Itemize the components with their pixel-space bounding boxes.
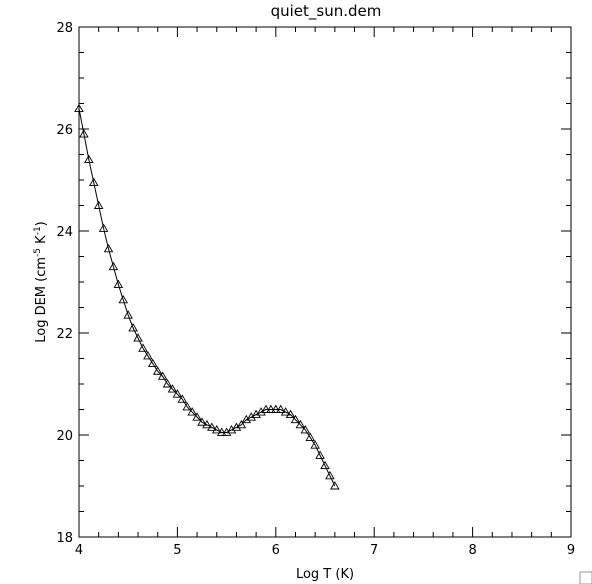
data-point-marker (325, 470, 335, 480)
data-point-marker (305, 432, 316, 441)
data-point-marker (207, 422, 217, 431)
data-point-marker (320, 460, 330, 470)
y-axis-label-exp2: -1 (33, 226, 43, 235)
data-point-marker (300, 424, 311, 434)
data-point-marker (241, 414, 252, 424)
y-axis-label-prefix: Log DEM (cm (34, 257, 49, 343)
data-point-marker (103, 243, 114, 253)
data-point-marker (162, 379, 173, 388)
series-markers (74, 103, 340, 490)
corner-box (579, 571, 592, 584)
data-point-marker (187, 407, 197, 416)
data-point-marker (197, 417, 207, 426)
data-point-marker (113, 279, 124, 288)
x-axis-label: Log T (K) (296, 567, 354, 582)
x-tick-label: 5 (173, 543, 181, 558)
data-point-marker (133, 333, 143, 342)
data-point-marker (226, 424, 237, 434)
data-point-marker (251, 409, 261, 419)
data-point-marker (330, 481, 340, 490)
data-point-marker (182, 402, 193, 411)
y-tick-label: 18 (56, 531, 73, 546)
x-tick-label: 7 (370, 543, 378, 558)
data-point-marker (290, 414, 301, 424)
data-point-marker (221, 427, 232, 436)
data-point-marker (271, 404, 281, 413)
y-tick-label: 26 (56, 123, 73, 138)
x-tick-label: 6 (272, 543, 280, 558)
data-point-marker (79, 129, 89, 138)
data-point-marker (315, 450, 325, 459)
y-tick-label: 20 (56, 429, 73, 444)
y-tick-label: 24 (56, 225, 73, 240)
data-point-marker (148, 358, 158, 368)
data-point-marker (84, 154, 94, 164)
data-point-marker (246, 412, 256, 421)
data-point-marker (285, 409, 296, 419)
data-point-marker (172, 389, 183, 398)
data-point-marker (216, 427, 227, 436)
data-point-marker (157, 371, 168, 380)
y-axis-label-exp1: -5 (33, 248, 43, 257)
data-point-marker (211, 424, 222, 434)
data-point-marker (128, 322, 138, 332)
x-tick-label: 4 (75, 543, 83, 558)
x-tick-label: 8 (468, 543, 476, 558)
x-tick-label: 9 (567, 543, 575, 558)
data-point-marker (295, 419, 306, 429)
data-point-marker (123, 310, 133, 319)
chart-title: quiet_sun.dem (271, 2, 382, 21)
plot-frame (78, 26, 572, 538)
data-point-marker (74, 103, 84, 113)
series-line (78, 108, 336, 487)
data-point-marker (152, 366, 163, 375)
axis-ticks (78, 26, 572, 538)
y-tick-label: 22 (56, 327, 73, 342)
data-point-marker (88, 177, 99, 187)
tick-labels: 4 5 6 7 8 9 18 20 22 24 26 28 (56, 21, 575, 558)
data-point-marker (167, 384, 178, 393)
data-point-marker (280, 407, 291, 416)
data-point-marker (177, 394, 188, 403)
data-point-marker (202, 419, 212, 429)
y-tick-label: 28 (56, 21, 73, 36)
data-point-marker (93, 200, 104, 209)
data-point-marker (108, 261, 119, 271)
data-point-marker (118, 294, 129, 304)
data-point-marker (143, 351, 153, 360)
y-axis-label-suffix: ) (34, 221, 49, 226)
data-point-marker (266, 404, 276, 413)
data-point-marker (192, 412, 202, 421)
data-point-marker (261, 404, 271, 413)
y-axis-label: Log DEM (cm-5 K-1) (33, 221, 49, 343)
data-point-marker (98, 223, 109, 232)
y-axis-label-middle: K (34, 235, 49, 248)
data-point-marker (256, 407, 266, 416)
data-point-marker (231, 422, 242, 431)
data-point-marker (275, 404, 286, 413)
data-point-marker (236, 419, 247, 429)
data-point-marker (310, 440, 320, 449)
data-point-marker (138, 343, 148, 352)
